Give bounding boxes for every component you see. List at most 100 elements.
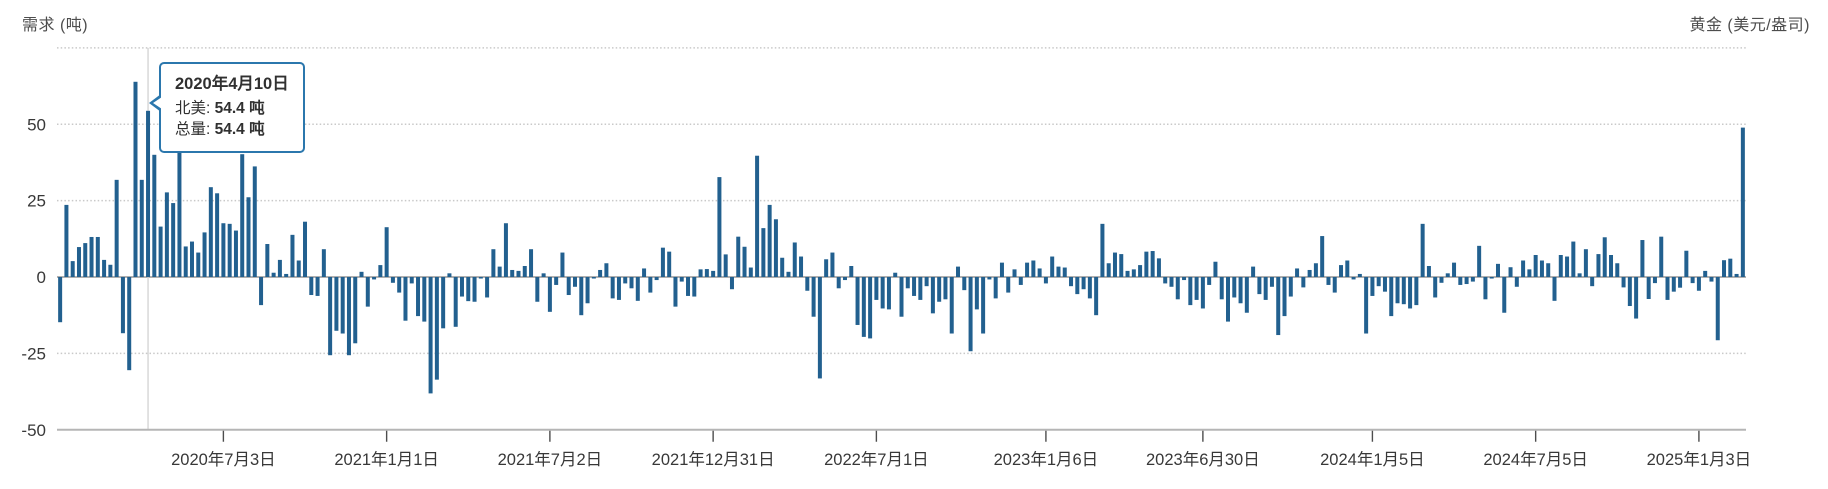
bar[interactable]	[246, 197, 251, 277]
bar[interactable]	[447, 273, 452, 277]
bar[interactable]	[365, 277, 370, 307]
bar[interactable]	[1351, 277, 1356, 280]
bar[interactable]	[1106, 263, 1111, 277]
bar[interactable]	[1025, 262, 1030, 277]
bar[interactable]	[1232, 277, 1237, 298]
bar[interactable]	[1062, 267, 1067, 277]
bar[interactable]	[510, 269, 515, 277]
bar[interactable]	[434, 277, 439, 380]
bar[interactable]	[522, 266, 527, 277]
bar[interactable]	[1571, 241, 1576, 277]
bar[interactable]	[102, 259, 107, 277]
bar[interactable]	[328, 277, 333, 356]
bar[interactable]	[1533, 255, 1538, 277]
bar[interactable]	[717, 177, 722, 277]
bar[interactable]	[1037, 268, 1042, 277]
bar[interactable]	[1483, 277, 1488, 300]
bar[interactable]	[1043, 277, 1048, 284]
bar[interactable]	[886, 277, 891, 310]
bar[interactable]	[1445, 273, 1450, 277]
bar[interactable]	[1094, 277, 1099, 316]
bar[interactable]	[516, 270, 521, 277]
bar[interactable]	[560, 252, 565, 277]
bar[interactable]	[340, 277, 345, 334]
bar[interactable]	[893, 272, 898, 277]
bar[interactable]	[1640, 240, 1645, 277]
bar[interactable]	[1577, 273, 1582, 277]
bar[interactable]	[491, 249, 496, 277]
bar[interactable]	[1288, 277, 1293, 297]
bar[interactable]	[1590, 277, 1595, 287]
bar[interactable]	[1565, 256, 1570, 277]
bar[interactable]	[95, 236, 100, 277]
bar[interactable]	[554, 277, 559, 285]
bar[interactable]	[573, 277, 577, 287]
bar[interactable]	[1703, 270, 1708, 277]
bar[interactable]	[949, 277, 954, 334]
bar[interactable]	[1722, 260, 1727, 277]
bar[interactable]	[1182, 277, 1187, 281]
bar[interactable]	[1169, 277, 1174, 287]
bar[interactable]	[1470, 277, 1475, 282]
bar[interactable]	[284, 273, 289, 277]
bar[interactable]	[1269, 277, 1274, 287]
bar[interactable]	[290, 234, 295, 277]
bar[interactable]	[729, 277, 734, 290]
bar[interactable]	[767, 204, 772, 277]
bar[interactable]	[277, 259, 282, 277]
bar[interactable]	[271, 272, 276, 277]
bar[interactable]	[1326, 277, 1331, 285]
bar[interactable]	[76, 247, 81, 277]
bar[interactable]	[1150, 251, 1155, 277]
bar[interactable]	[346, 277, 351, 356]
bar[interactable]	[1602, 237, 1607, 277]
bar[interactable]	[598, 269, 603, 277]
bar[interactable]	[89, 236, 94, 277]
bar[interactable]	[855, 277, 860, 325]
bar[interactable]	[1558, 255, 1563, 277]
bar[interactable]	[1163, 277, 1168, 284]
bar[interactable]	[177, 130, 182, 277]
bar[interactable]	[189, 241, 194, 277]
bar[interactable]	[748, 267, 753, 277]
bar[interactable]	[466, 277, 471, 302]
bar[interactable]	[673, 277, 678, 307]
bar[interactable]	[635, 277, 640, 301]
bar[interactable]	[755, 155, 760, 277]
bar[interactable]	[133, 81, 138, 277]
bar[interactable]	[692, 277, 697, 297]
bar[interactable]	[1282, 277, 1287, 317]
bar[interactable]	[1131, 269, 1136, 277]
bar[interactable]	[1307, 269, 1312, 277]
bar[interactable]	[1263, 277, 1268, 300]
bar[interactable]	[384, 227, 389, 277]
bar[interactable]	[529, 249, 534, 277]
bar[interactable]	[152, 154, 157, 277]
bar[interactable]	[786, 271, 791, 277]
bar[interactable]	[1332, 277, 1337, 293]
bar[interactable]	[1401, 277, 1406, 305]
bar[interactable]	[1678, 277, 1683, 288]
bar[interactable]	[1056, 266, 1061, 277]
bar[interactable]	[642, 268, 647, 277]
bar[interactable]	[303, 221, 308, 277]
bar[interactable]	[761, 228, 766, 277]
bar[interactable]	[1370, 277, 1375, 296]
bar[interactable]	[1069, 277, 1074, 287]
bar[interactable]	[1006, 277, 1011, 293]
bar[interactable]	[1715, 277, 1720, 341]
bar[interactable]	[1364, 277, 1369, 334]
bar[interactable]	[1188, 277, 1193, 306]
bar[interactable]	[321, 249, 326, 277]
bar[interactable]	[811, 277, 816, 317]
bar[interactable]	[1609, 255, 1614, 277]
bar[interactable]	[334, 277, 339, 331]
bar[interactable]	[1489, 277, 1494, 279]
bar[interactable]	[899, 277, 904, 317]
bar[interactable]	[1414, 277, 1419, 306]
bar[interactable]	[1665, 277, 1670, 300]
bar[interactable]	[868, 277, 873, 339]
bar[interactable]	[1100, 223, 1105, 277]
bar[interactable]	[1696, 277, 1701, 291]
bar[interactable]	[686, 277, 691, 296]
